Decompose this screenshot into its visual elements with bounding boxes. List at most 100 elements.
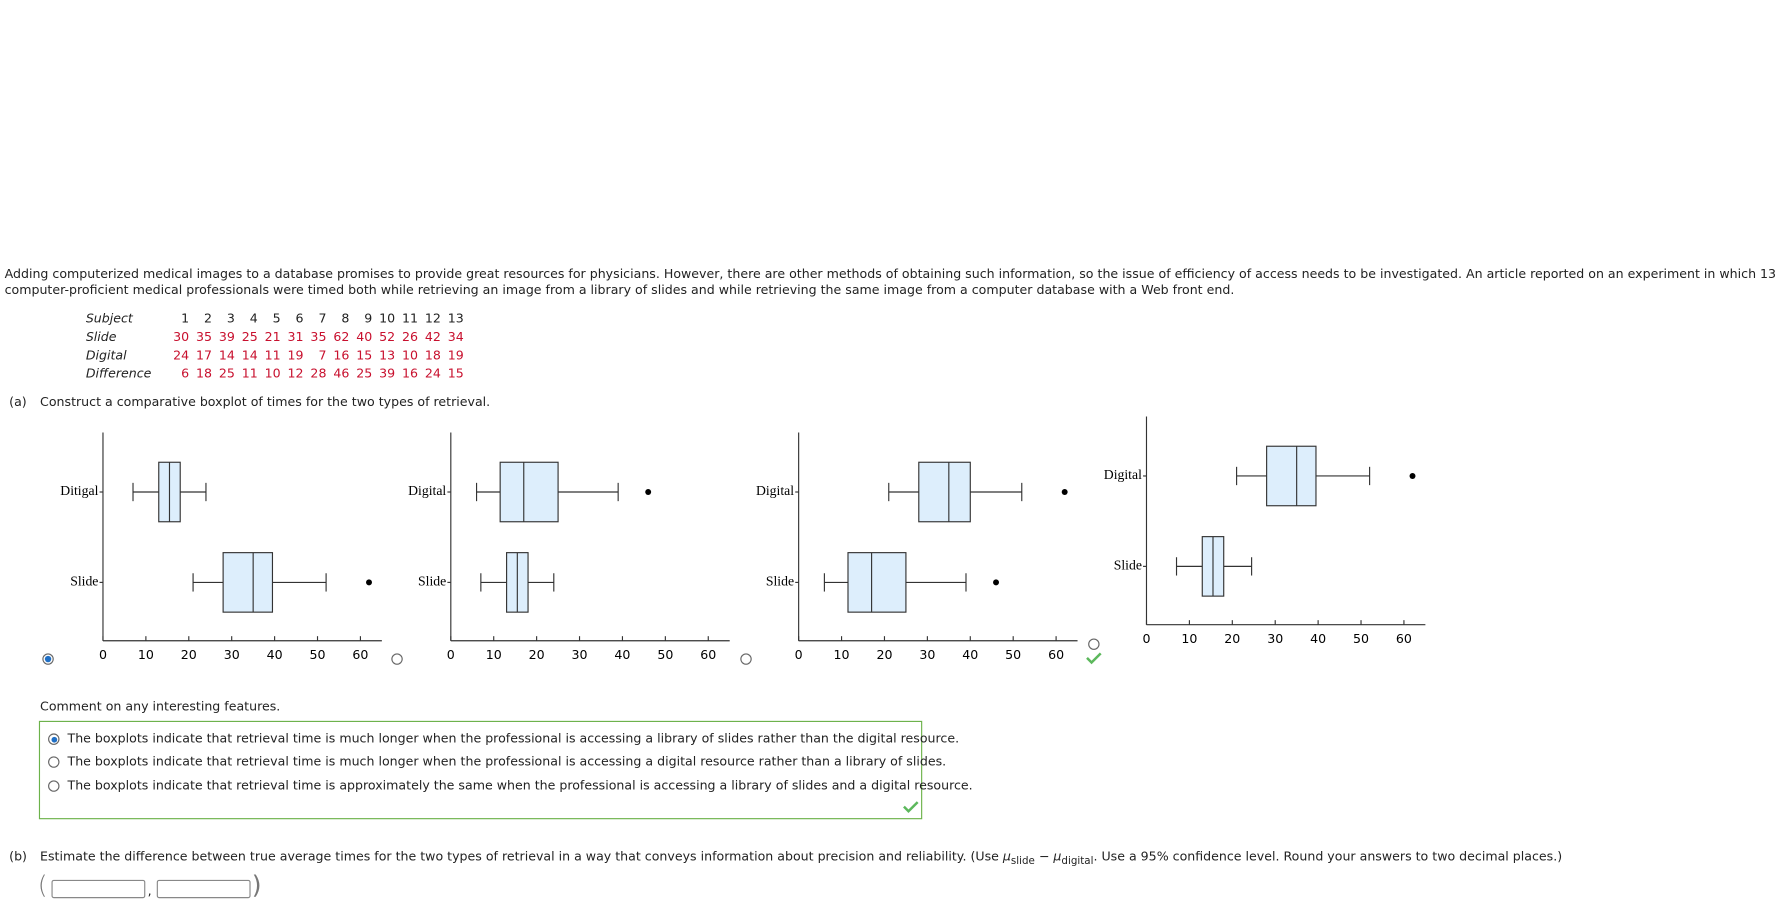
radio-button[interactable] xyxy=(48,756,60,768)
cell: 3 xyxy=(226,310,235,326)
cell: 18 xyxy=(196,365,213,381)
cell: 1 xyxy=(181,310,190,326)
cell: 18 xyxy=(424,347,441,363)
upper-input[interactable] xyxy=(156,879,251,899)
options-box: The boxplots indicate that retrieval tim… xyxy=(38,720,973,820)
row-label: Digital xyxy=(85,347,127,363)
symbol: μ xyxy=(1002,848,1011,864)
x-tick-label: 40 xyxy=(962,647,978,662)
lower-input[interactable] xyxy=(51,879,146,899)
radio-button[interactable] xyxy=(740,653,752,665)
table-row: Slide 30 35 39 25 21 31 35 62 40 52 26 42 34 xyxy=(82,327,467,345)
data-table: Subject 1 2 3 4 5 6 7 8 9 10 11 12 13 Slide 30 35 39 25 21 3… xyxy=(82,309,467,382)
outlier xyxy=(366,579,372,586)
cell: 34 xyxy=(447,328,464,344)
cell: 28 xyxy=(310,365,327,381)
category-label: Ditigal xyxy=(60,483,98,498)
cell: 14 xyxy=(218,347,235,363)
paren: ) xyxy=(251,871,262,901)
subscript: slide xyxy=(1010,856,1035,868)
question: Construct a comparative boxplot of times… xyxy=(40,394,491,410)
table-row: Difference 6 18 25 11 10 12 28 46 25 39 16 24 15 xyxy=(82,364,467,382)
cell: 62 xyxy=(333,328,350,344)
cell: 15 xyxy=(447,365,464,381)
row-label: Subject xyxy=(85,310,133,326)
cell: 14 xyxy=(241,347,258,363)
cell: 25 xyxy=(356,365,373,381)
row-label: Difference xyxy=(85,365,152,381)
x-tick-label: 10 xyxy=(834,647,850,662)
cell: 6 xyxy=(181,365,190,381)
check-mark xyxy=(903,801,919,814)
text: . Use a 95% confidence level. Round your… xyxy=(1093,848,1563,864)
cell: 24 xyxy=(424,365,441,381)
cell: 17 xyxy=(196,347,213,363)
cell: 12 xyxy=(424,310,441,326)
cell: 15 xyxy=(356,347,373,363)
cell: 35 xyxy=(310,328,327,344)
cell: 39 xyxy=(379,365,396,381)
cell: 25 xyxy=(241,328,258,344)
cell: 10 xyxy=(264,365,281,381)
x-tick-label: 10 xyxy=(1181,631,1197,646)
cell: 31 xyxy=(287,328,304,344)
cell: 19 xyxy=(447,347,464,363)
text: Estimate the difference between true ave… xyxy=(40,848,1003,864)
check-mark xyxy=(1086,652,1102,665)
cell: 12 xyxy=(287,365,304,381)
cell: 52 xyxy=(379,328,396,344)
radio-dot xyxy=(50,736,57,743)
cell: 7 xyxy=(318,347,327,363)
category-label: Digital xyxy=(408,483,446,498)
separator: , xyxy=(147,883,152,899)
cell: 11 xyxy=(401,310,418,326)
category-label: Slide xyxy=(418,574,446,589)
x-tick-label: 40 xyxy=(267,647,283,662)
x-tick-label: 20 xyxy=(876,647,892,662)
outlier xyxy=(1409,473,1416,479)
radio-button[interactable] xyxy=(391,653,403,665)
option-text: The boxplots indicate that retrieval tim… xyxy=(67,754,947,769)
radio-button[interactable] xyxy=(1088,638,1100,650)
x-tick-label: 60 xyxy=(1048,647,1064,662)
x-tick-label: 0 xyxy=(795,647,803,662)
cell: 10 xyxy=(401,347,418,363)
cell: 10 xyxy=(379,310,396,326)
row-label: Slide xyxy=(85,328,117,344)
category-label: Slide xyxy=(70,574,98,589)
cell: 8 xyxy=(341,310,350,326)
box xyxy=(918,461,971,523)
x-tick-label: 20 xyxy=(529,647,545,662)
x-tick-label: 30 xyxy=(224,647,240,662)
cell: 11 xyxy=(264,347,281,363)
cell: 46 xyxy=(333,365,350,381)
x-tick-label: 0 xyxy=(99,647,107,662)
box xyxy=(499,461,559,523)
cell: 7 xyxy=(318,310,327,326)
x-tick-label: 50 xyxy=(1005,647,1021,662)
question: Estimate the difference between true ave… xyxy=(40,849,1562,868)
intro-text: Adding computerized medical images to a … xyxy=(4,266,1777,298)
box xyxy=(1266,445,1317,507)
outlier xyxy=(993,579,1000,586)
x-tick-label: 60 xyxy=(1396,631,1412,646)
x-tick-label: 50 xyxy=(310,647,326,662)
cell: 13 xyxy=(447,310,464,326)
cell: 21 xyxy=(264,328,281,344)
box xyxy=(847,552,907,613)
cell: 39 xyxy=(218,328,235,344)
x-tick-label: 30 xyxy=(572,647,588,662)
radio-button[interactable] xyxy=(48,780,60,792)
x-tick-label: 30 xyxy=(919,647,935,662)
x-tick-label: 50 xyxy=(657,647,673,662)
x-tick-label: 10 xyxy=(486,647,502,662)
x-tick-label: 40 xyxy=(614,647,630,662)
radio-button[interactable] xyxy=(48,733,60,745)
text: − xyxy=(1034,848,1054,864)
cell: 2 xyxy=(204,310,213,326)
option-text: The boxplots indicate that retrieval tim… xyxy=(67,731,960,747)
paren: ( xyxy=(37,871,48,901)
radio-dot xyxy=(44,655,52,663)
part-label: (a) xyxy=(9,394,27,410)
